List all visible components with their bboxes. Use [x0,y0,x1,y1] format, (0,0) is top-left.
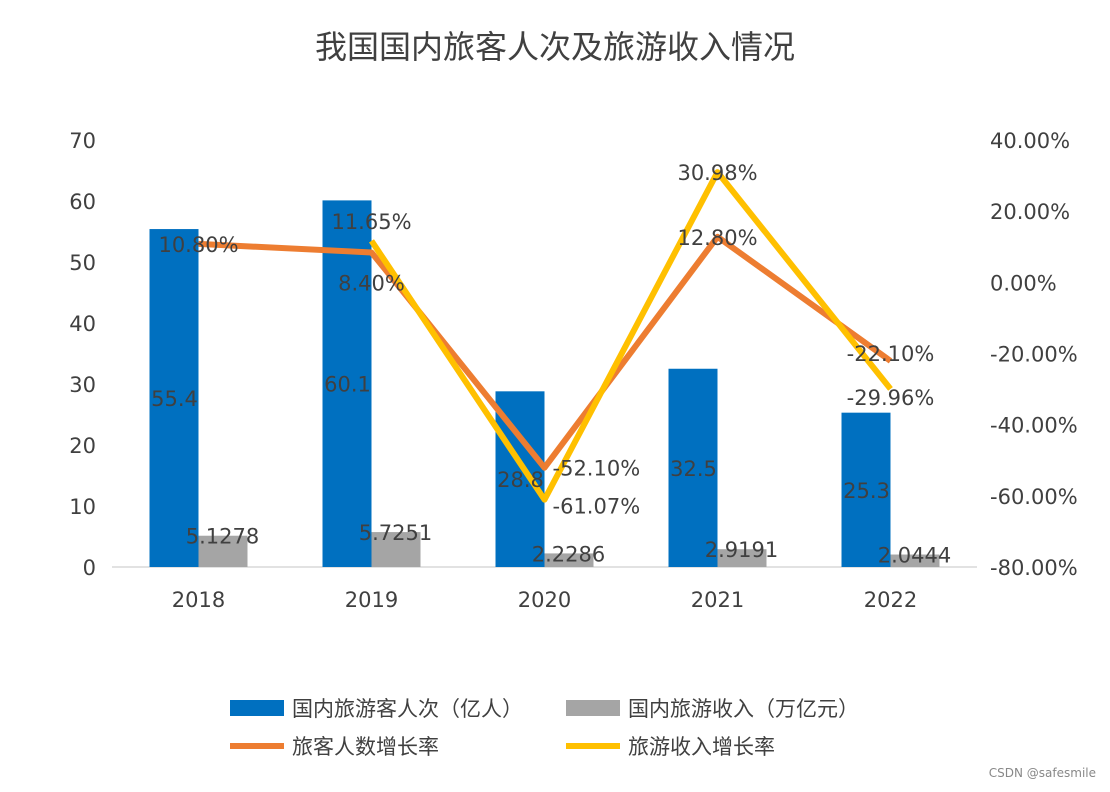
bar-revenue [544,553,594,567]
bar-data-label: 2.0444 [878,544,951,568]
line-data-label: 10.80% [158,233,238,257]
x-axis-tick: 2020 [518,588,571,612]
bar-data-label: 32.5 [670,457,717,481]
left-axis-tick: 60 [69,190,96,214]
x-axis-tick: 2021 [691,588,744,612]
bar-revenue [890,554,940,567]
bar-data-label: 5.7251 [359,521,432,545]
legend-swatch [566,700,620,716]
right-axis-tick: -20.00% [990,343,1078,367]
bar-data-label: 25.3 [843,479,890,503]
bar-data-label: 5.1278 [186,525,259,549]
line-visitor-growth [198,233,893,471]
right-axis-tick: -80.00% [990,556,1078,580]
right-axis-tick: 0.00% [990,271,1057,295]
bar-revenue [717,549,767,567]
x-axis-tick: 2019 [345,588,398,612]
bar-visitors [322,200,372,567]
left-axis-tick: 0 [83,556,96,580]
legend-label: 国内旅游客人次（亿人） [292,697,523,721]
x-axis-tick: 2018 [172,588,225,612]
left-axis-tick: 70 [69,129,96,153]
right-axis-tick: 40.00% [990,129,1070,153]
line-data-label: 11.65% [331,210,411,234]
watermark: CSDN @safesmile [988,766,1096,780]
bar-revenue [198,535,248,567]
left-axis-tick: 40 [69,312,96,336]
line-data-label: -52.10% [553,457,641,481]
line-revenue-growth [369,169,893,503]
legend-label: 国内旅游收入（万亿元） [628,697,859,721]
right-axis-tick: 20.00% [990,200,1070,224]
bar-data-label: 2.2286 [532,542,605,566]
bar-revenue [371,532,421,567]
legend-label: 旅客人数增长率 [292,735,439,759]
left-axis-tick: 10 [69,495,96,519]
line-data-label: 8.40% [338,271,405,295]
line-data-label: -29.96% [847,386,935,410]
bar-visitors [149,229,199,567]
line-data-label: -22.10% [847,342,935,366]
right-axis-tick: -40.00% [990,414,1078,438]
bar-visitors [668,368,718,567]
right-axis-tick: -60.00% [990,485,1078,509]
chart-title: 我国国内旅客人次及旅游收入情况 [315,28,795,66]
bar-data-label: 55.4 [151,387,198,411]
line-data-label: 30.98% [677,161,757,185]
left-axis-tick: 30 [69,373,96,397]
bar-data-label: 2.9191 [705,538,778,562]
line-data-label: -61.07% [553,495,641,519]
left-axis-tick: 20 [69,434,96,458]
bar-visitors [841,412,891,567]
bar-data-label: 28.8 [497,468,544,492]
bar-data-label: 60.1 [324,373,371,397]
line-data-label: 12.80% [677,226,757,250]
x-axis-tick: 2022 [864,588,917,612]
legend-label: 旅游收入增长率 [628,735,775,759]
legend-swatch [230,700,284,716]
left-axis-tick: 50 [69,251,96,275]
